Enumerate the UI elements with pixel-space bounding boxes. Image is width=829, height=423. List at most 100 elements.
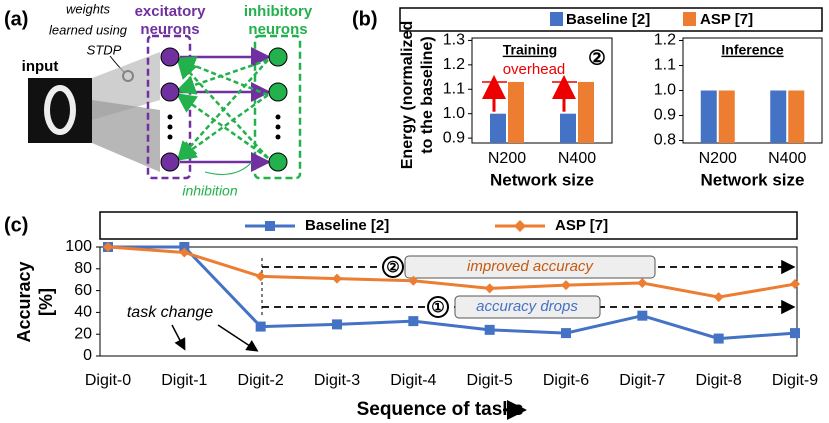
inhibitory-box bbox=[253, 34, 302, 180]
y-tick-label: 0 bbox=[83, 347, 92, 364]
legend-marker bbox=[514, 220, 526, 232]
legend-box bbox=[399, 7, 823, 32]
point bbox=[484, 283, 495, 294]
x-axis-title: Network size bbox=[701, 170, 805, 189]
annotation: ① bbox=[431, 299, 444, 316]
x-tick-label: Digit-9 bbox=[772, 372, 818, 389]
point bbox=[561, 328, 571, 339]
bar bbox=[770, 90, 787, 143]
annotation: ② bbox=[386, 259, 399, 276]
y-tick-label: 100 bbox=[65, 238, 92, 255]
annotation-circle bbox=[382, 256, 404, 278]
y-axis-title: to the baseline) bbox=[419, 36, 436, 153]
inhibitory-label: inhibitory bbox=[244, 3, 313, 20]
legend-swatch bbox=[683, 12, 696, 26]
panel-label: (a) bbox=[4, 8, 28, 30]
point bbox=[255, 271, 266, 282]
projection bbox=[92, 100, 160, 172]
annotation: task change bbox=[127, 304, 213, 321]
inhibition-links bbox=[175, 56, 269, 162]
x-tick-label: Digit-4 bbox=[390, 372, 436, 389]
annotation-circle bbox=[427, 296, 449, 318]
pointer bbox=[217, 324, 259, 352]
point bbox=[255, 321, 266, 332]
annotation: improved accuracy bbox=[467, 258, 594, 275]
annotation: accuracy drops bbox=[476, 298, 578, 315]
pointer bbox=[171, 324, 186, 351]
legend-box bbox=[99, 211, 798, 240]
x-tick-label: Digit-0 bbox=[85, 372, 131, 389]
bar bbox=[788, 90, 805, 143]
digit bbox=[44, 85, 76, 135]
x-axis-title: Sequence of tasks bbox=[357, 399, 524, 420]
point bbox=[637, 310, 648, 321]
panel-label: (b) bbox=[352, 8, 378, 30]
plot-frame bbox=[99, 246, 798, 357]
annotation: overhead bbox=[503, 61, 566, 78]
series-line bbox=[107, 245, 796, 299]
y-tick-label: 1.2 bbox=[654, 32, 676, 49]
y-tick-label: 1.0 bbox=[443, 105, 465, 122]
x-tick-label: Digit-8 bbox=[696, 372, 742, 389]
neurons bbox=[160, 47, 288, 172]
legend-marker bbox=[265, 221, 275, 231]
inhibitory-label: neurons bbox=[248, 21, 307, 38]
point bbox=[332, 319, 342, 330]
legend-label: ASP [7] bbox=[555, 217, 608, 234]
point bbox=[637, 277, 648, 288]
y-tick-label: 1.3 bbox=[443, 32, 465, 49]
inhibition-pointer bbox=[204, 161, 253, 175]
point bbox=[179, 247, 190, 258]
point bbox=[790, 279, 800, 290]
point bbox=[713, 333, 724, 344]
x-tick-label: Digit-2 bbox=[238, 372, 284, 389]
point bbox=[408, 316, 419, 327]
bar bbox=[560, 113, 576, 143]
y-axis-title: Energy (normalized bbox=[399, 21, 416, 169]
x-tick-label: Digit-7 bbox=[619, 372, 665, 389]
input-label: input bbox=[22, 58, 59, 75]
annotation: ② bbox=[588, 47, 606, 69]
y-tick-label: 1.1 bbox=[654, 57, 676, 74]
point bbox=[713, 292, 724, 303]
chart-title: Inference bbox=[721, 42, 783, 58]
chart-title: Training bbox=[503, 42, 557, 58]
point bbox=[179, 242, 190, 252]
series-line bbox=[108, 245, 796, 341]
bar bbox=[718, 90, 735, 143]
y-axis-title: [%] bbox=[36, 288, 56, 316]
bar bbox=[578, 81, 594, 143]
excitatory-label: neurons bbox=[140, 21, 199, 38]
y-tick-label: 0.9 bbox=[654, 107, 676, 124]
y-tick-label: 1.0 bbox=[654, 82, 676, 99]
note: STDP bbox=[87, 42, 122, 57]
annotation-box bbox=[404, 255, 656, 279]
point bbox=[408, 275, 419, 286]
point bbox=[103, 242, 113, 252]
y-tick-label: 80 bbox=[74, 260, 92, 277]
y-tick-label: 0.9 bbox=[443, 129, 465, 146]
legend-label: ASP [7] bbox=[700, 11, 753, 28]
note: weights bbox=[66, 1, 111, 16]
annotation-box bbox=[454, 295, 601, 319]
bar bbox=[700, 90, 717, 143]
y-tick-label: 40 bbox=[74, 304, 92, 321]
x-tick-label: Digit-6 bbox=[543, 372, 589, 389]
y-tick-label: 60 bbox=[74, 282, 92, 299]
point bbox=[484, 324, 495, 335]
note: learned using bbox=[49, 22, 128, 37]
y-axis-title: Accuracy bbox=[14, 261, 34, 342]
bar bbox=[490, 113, 506, 143]
x-tick-label: Digit-1 bbox=[161, 372, 207, 389]
legend-label: Baseline [2] bbox=[566, 11, 650, 28]
point bbox=[561, 280, 571, 291]
x-axis-title: Network size bbox=[490, 170, 594, 189]
point bbox=[790, 328, 800, 339]
point bbox=[332, 273, 342, 284]
y-tick-label: 0.8 bbox=[654, 132, 676, 149]
excitatory-label: excitatory bbox=[135, 3, 207, 20]
inhibition-label: inhibition bbox=[182, 183, 237, 199]
y-tick-label: 1.1 bbox=[443, 80, 465, 97]
panel-label: (c) bbox=[4, 214, 28, 236]
